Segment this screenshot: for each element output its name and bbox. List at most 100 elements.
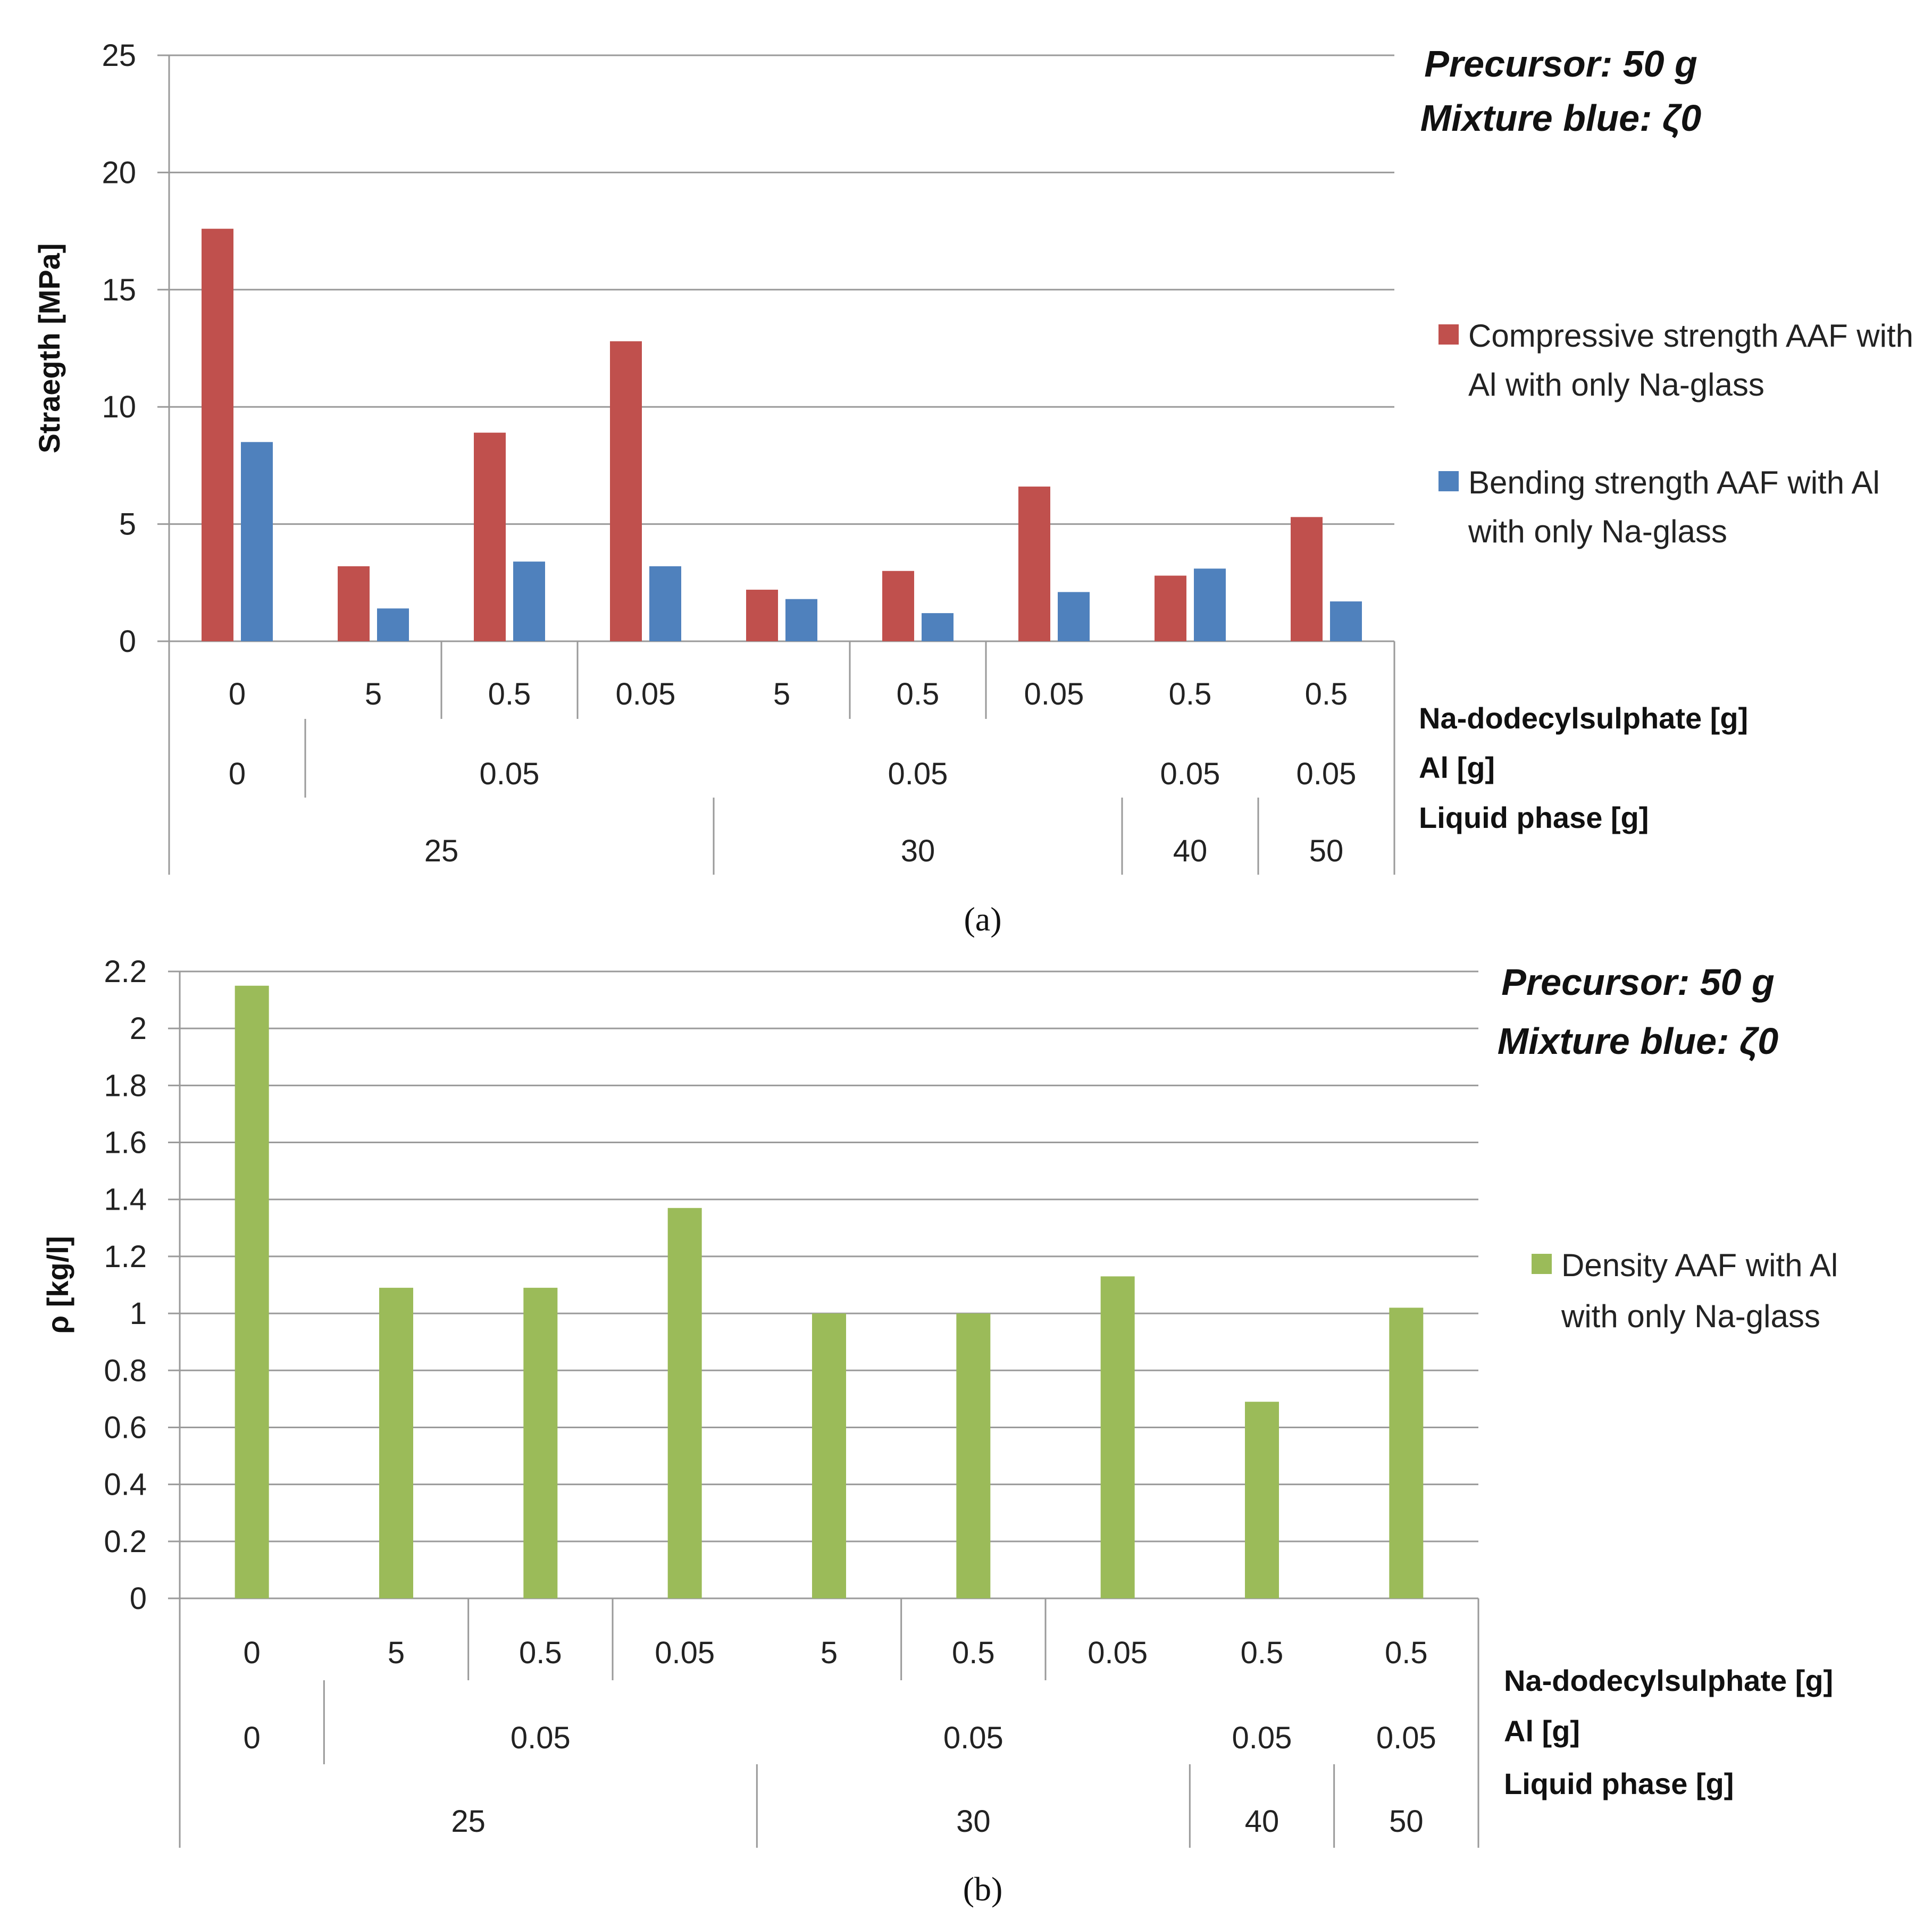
y-tick-label: 1 xyxy=(130,1296,147,1331)
category-label: 0.5 xyxy=(1385,1636,1428,1670)
category-level-label: Na-dodecylsulphate [g] xyxy=(1504,1664,1833,1697)
category-label: 5 xyxy=(821,1636,838,1670)
bar xyxy=(610,341,642,641)
bar xyxy=(1389,1308,1424,1598)
figure-caption: (a) xyxy=(964,900,1001,938)
bar xyxy=(922,613,954,641)
y-tick-label: 25 xyxy=(102,38,136,73)
category-label: 0 xyxy=(229,677,246,711)
bar xyxy=(785,599,817,641)
bar xyxy=(956,1313,991,1598)
legend-entry-line: Density AAF with Al xyxy=(1561,1247,1838,1283)
category-label: 0 xyxy=(244,1636,261,1670)
category-label: 50 xyxy=(1309,834,1344,868)
y-tick-label: 0.4 xyxy=(104,1468,147,1502)
bar xyxy=(1100,1276,1135,1598)
chart-b: 0 0.2 0.4 0.6 0.8 1 1.2 1.4 1.6 1.8 2 2.2 ρ [kg/l] 0 5… xyxy=(41,954,1838,1908)
bar xyxy=(882,571,914,641)
category-label: 5 xyxy=(365,677,382,711)
category-label: 0.5 xyxy=(1169,677,1212,711)
bar xyxy=(377,608,409,641)
category-label: 5 xyxy=(388,1636,405,1670)
category-label: 40 xyxy=(1245,1804,1279,1839)
category-label: 30 xyxy=(901,834,935,868)
bar xyxy=(513,562,545,641)
category-label: 50 xyxy=(1389,1804,1424,1839)
category-label: 0.05 xyxy=(616,677,676,711)
legend-entry-line: Al with only Na-glass xyxy=(1468,367,1764,403)
category-label: 0 xyxy=(229,757,246,791)
bar xyxy=(1058,592,1090,641)
legend-swatch xyxy=(1438,471,1459,491)
y-tick-label: 0.8 xyxy=(104,1353,147,1388)
category-level-label: Liquid phase [g] xyxy=(1419,801,1649,834)
y-tick-label: 5 xyxy=(119,507,136,542)
category-label: 30 xyxy=(956,1804,991,1839)
category-label: 40 xyxy=(1173,834,1208,868)
chart-a: 0 5 10 15 20 25 Straegth [MPa] 0 5 0.5 0.05 5 0.5 0.0… xyxy=(32,38,1913,938)
y-axis-label: ρ [kg/l] xyxy=(41,1236,74,1334)
chart-note: Precursor: 50 g xyxy=(1424,43,1697,85)
y-tick-label: 1.4 xyxy=(104,1183,147,1217)
chart-note: Mixture blue: ζ0 xyxy=(1498,1020,1778,1062)
legend-entry-line: Bending strength AAF with Al xyxy=(1468,465,1880,500)
category-label: 25 xyxy=(451,1804,486,1839)
y-tick-label: 20 xyxy=(102,155,136,190)
y-tick-label: 0.6 xyxy=(104,1410,147,1445)
category-label: 0.5 xyxy=(488,677,531,711)
figure-caption: (b) xyxy=(963,1870,1003,1908)
y-tick-label: 2.2 xyxy=(104,954,147,989)
bar xyxy=(235,985,269,1598)
category-level-label: Liquid phase [g] xyxy=(1504,1767,1734,1800)
legend-entry: Density AAF with Al with only Na-glass xyxy=(1561,1247,1838,1334)
category-label: 0.05 xyxy=(511,1721,571,1755)
category-label: 0.05 xyxy=(1297,757,1357,791)
category-label: 0.5 xyxy=(897,677,940,711)
y-tick-label: 10 xyxy=(102,390,136,424)
bar xyxy=(1330,601,1362,641)
category-label: 0.05 xyxy=(1160,757,1220,791)
category-level-label: Al [g] xyxy=(1419,751,1495,784)
category-label: 0.05 xyxy=(888,757,948,791)
legend-swatch xyxy=(1438,324,1459,345)
category-label: 25 xyxy=(424,834,459,868)
y-tick-label: 15 xyxy=(102,273,136,307)
legend-swatch xyxy=(1532,1254,1552,1274)
category-level-label: Al [g] xyxy=(1504,1714,1580,1748)
y-tick-label: 1.2 xyxy=(104,1239,147,1274)
legend-entry: Bending strength AAF with Al with only Na… xyxy=(1468,465,1880,549)
chart-note: Precursor: 50 g xyxy=(1501,961,1775,1003)
bar xyxy=(379,1287,413,1598)
y-tick-label: 1.8 xyxy=(104,1068,147,1103)
category-label: 0.05 xyxy=(480,757,540,791)
bar xyxy=(474,432,506,641)
y-tick-label: 2 xyxy=(130,1011,147,1046)
bar xyxy=(1194,568,1226,641)
bar xyxy=(746,590,778,641)
category-level-label: Na-dodecylsulphate [g] xyxy=(1419,701,1748,735)
bar xyxy=(1018,487,1050,641)
category-label: 0.5 xyxy=(1305,677,1348,711)
category-label: 0.05 xyxy=(1088,1636,1148,1670)
category-label: 0.5 xyxy=(519,1636,562,1670)
bar xyxy=(523,1287,558,1598)
y-tick-label: 0.2 xyxy=(104,1524,147,1559)
legend-entry-line: with only Na-glass xyxy=(1468,514,1727,549)
category-label: 0.5 xyxy=(1241,1636,1284,1670)
y-tick-label: 0 xyxy=(119,624,136,659)
bar xyxy=(812,1313,846,1598)
bar xyxy=(1291,517,1323,641)
y-tick-label: 1.6 xyxy=(104,1126,147,1160)
y-axis-label: Straegth [MPa] xyxy=(32,243,66,453)
category-label: 0.05 xyxy=(1232,1721,1292,1755)
bar xyxy=(667,1208,702,1598)
bar xyxy=(202,229,233,641)
category-label: 5 xyxy=(773,677,790,711)
legend-entry: Compressive strength AAF with Al with onl… xyxy=(1468,318,1913,403)
category-label: 0.05 xyxy=(1376,1721,1436,1755)
category-label: 0 xyxy=(244,1721,261,1755)
category-label: 0.05 xyxy=(1024,677,1084,711)
category-label: 0.05 xyxy=(655,1636,715,1670)
bar xyxy=(1245,1402,1279,1598)
